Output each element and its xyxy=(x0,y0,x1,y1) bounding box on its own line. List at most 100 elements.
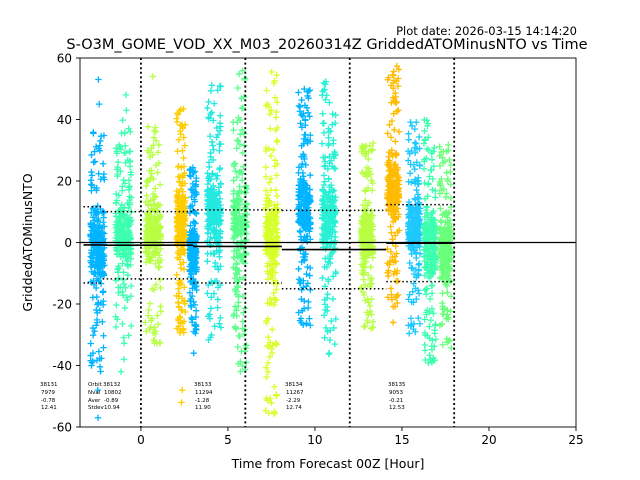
data-point xyxy=(217,263,224,270)
data-point xyxy=(427,167,435,174)
data-point xyxy=(119,320,126,327)
data-point xyxy=(192,313,200,321)
data-point xyxy=(150,175,157,183)
data-point xyxy=(266,295,274,302)
data-point xyxy=(384,294,392,301)
data-point xyxy=(428,156,436,163)
data-point xyxy=(443,148,450,155)
data-point xyxy=(127,250,135,258)
data-point xyxy=(386,180,393,188)
data-point xyxy=(392,151,400,158)
data-point xyxy=(413,228,421,236)
data-point xyxy=(262,173,270,180)
data-point xyxy=(359,249,366,256)
data-point xyxy=(126,193,133,200)
orbit-stat-value: 7979 xyxy=(41,390,55,396)
data-point xyxy=(93,293,101,301)
data-point xyxy=(298,286,305,294)
data-point xyxy=(328,182,335,189)
data-point xyxy=(426,246,433,253)
data-point xyxy=(405,226,412,233)
data-point xyxy=(393,185,400,192)
data-point xyxy=(421,116,428,124)
data-point xyxy=(243,342,250,349)
data-point xyxy=(152,124,159,131)
data-point xyxy=(208,171,216,178)
data-point xyxy=(263,373,270,381)
data-point xyxy=(388,117,396,125)
data-point xyxy=(411,149,419,157)
data-point xyxy=(328,317,335,325)
data-point xyxy=(266,218,274,225)
data-point xyxy=(447,293,455,300)
data-point xyxy=(387,188,395,196)
data-point xyxy=(99,160,107,167)
data-point xyxy=(320,129,328,137)
data-point xyxy=(362,169,370,177)
data-point xyxy=(413,274,420,281)
data-point xyxy=(149,250,157,257)
data-point xyxy=(273,229,280,236)
data-point xyxy=(367,325,375,332)
data-point xyxy=(264,191,272,199)
data-point xyxy=(94,386,101,394)
data-point xyxy=(234,343,241,351)
data-point xyxy=(430,310,437,317)
data-point xyxy=(150,190,157,198)
data-point xyxy=(389,253,396,261)
data-point xyxy=(143,192,150,199)
data-point xyxy=(126,201,134,208)
data-point xyxy=(264,397,271,404)
data-point xyxy=(211,323,218,330)
data-point xyxy=(207,110,214,118)
data-point xyxy=(100,170,108,178)
data-point xyxy=(99,229,106,236)
data-point xyxy=(271,157,279,164)
data-point xyxy=(179,124,186,132)
data-point xyxy=(268,257,276,264)
data-point xyxy=(204,223,211,230)
data-point xyxy=(125,228,132,235)
data-point xyxy=(325,219,332,226)
data-point xyxy=(445,141,452,149)
data-point xyxy=(190,169,197,176)
data-point xyxy=(187,302,195,309)
data-point xyxy=(392,138,399,145)
data-point xyxy=(415,133,423,141)
data-point xyxy=(146,153,154,161)
data-point xyxy=(90,159,97,166)
series-strip-3 xyxy=(173,105,189,406)
data-point xyxy=(208,82,215,89)
data-point xyxy=(99,246,106,253)
y-tick-label: 60 xyxy=(57,52,72,66)
data-point xyxy=(179,242,186,250)
data-point xyxy=(387,173,394,181)
data-point xyxy=(267,125,274,132)
data-point xyxy=(423,155,430,162)
data-point xyxy=(297,315,305,322)
data-point xyxy=(437,205,444,212)
data-point xyxy=(406,232,413,240)
data-point xyxy=(181,298,188,305)
data-point xyxy=(125,177,133,184)
data-point xyxy=(150,226,157,233)
data-point xyxy=(325,230,332,237)
data-point xyxy=(413,186,420,194)
data-point xyxy=(432,321,439,328)
data-point xyxy=(437,255,444,262)
data-point xyxy=(415,267,422,274)
data-point xyxy=(208,109,215,116)
data-point xyxy=(443,224,451,231)
data-point xyxy=(272,114,280,121)
data-point xyxy=(150,134,158,141)
data-point xyxy=(238,177,246,184)
data-point xyxy=(87,181,95,188)
data-point xyxy=(87,340,94,347)
data-point xyxy=(232,167,239,175)
data-point xyxy=(126,148,133,155)
data-point xyxy=(445,337,452,345)
data-point xyxy=(307,286,314,294)
data-point xyxy=(268,274,276,282)
